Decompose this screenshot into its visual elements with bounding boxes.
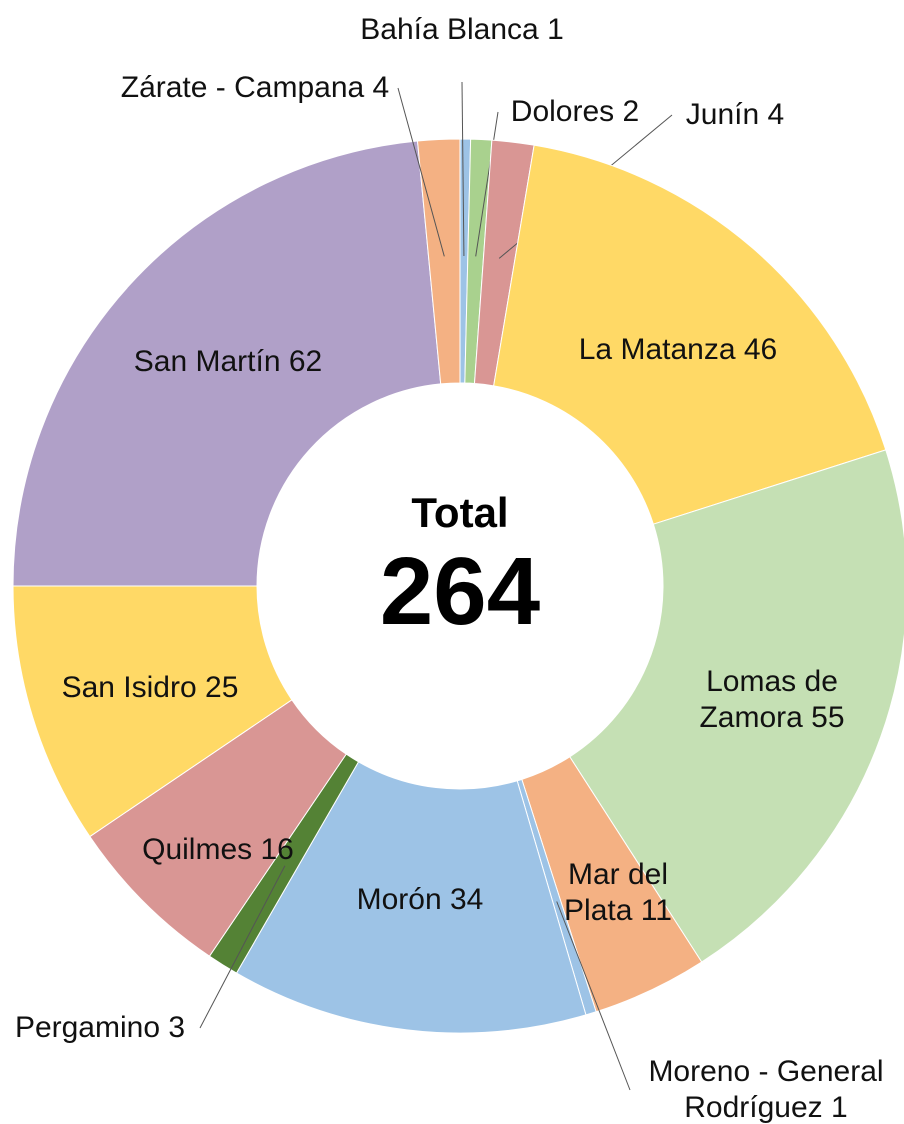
center-total: 264 xyxy=(379,538,541,645)
segment-label: Mar del Plata 11 xyxy=(558,857,678,929)
leader-line xyxy=(556,901,631,1091)
segment-name: San Isidro xyxy=(61,671,197,704)
segment-value: 3 xyxy=(168,1011,186,1044)
segment-value: 1 xyxy=(831,1091,848,1124)
segment-label: Junín 4 xyxy=(655,97,815,133)
segment-value: 62 xyxy=(288,345,323,378)
segment-name: Pergamino xyxy=(14,1011,161,1044)
leader-line xyxy=(461,81,465,257)
segment-label: Moreno - General Rodríguez 1 xyxy=(631,1054,901,1124)
segment-label: La Matanza 46 xyxy=(528,332,828,368)
segment-value: 46 xyxy=(743,333,778,366)
segment-label: San Martín 62 xyxy=(98,344,358,380)
segment-value: 2 xyxy=(622,95,640,128)
segment-label: Bahía Blanca 1 xyxy=(312,12,612,48)
segment-label: Pergamino 3 xyxy=(0,1010,200,1046)
segment-label: Zárate - Campana 4 xyxy=(115,70,395,106)
donut-segment xyxy=(416,138,461,385)
segment-name: Quilmes xyxy=(142,833,253,866)
segment-value: 11 xyxy=(640,894,672,927)
segment-name: La Matanza xyxy=(578,333,736,366)
segment-name: Morón xyxy=(356,883,442,916)
segment-value: 4 xyxy=(372,71,390,104)
segment-value: 16 xyxy=(260,833,294,866)
segment-name: San Martín xyxy=(133,345,281,378)
segment-value: 4 xyxy=(767,98,785,131)
segment-name: Mar del Plata xyxy=(564,858,669,927)
segment-name: Zárate - Campana xyxy=(120,71,365,104)
segment-label: Morón 34 xyxy=(295,882,545,918)
segment-value: 34 xyxy=(450,883,484,916)
segment-value: 25 xyxy=(205,671,239,704)
segment-name: Junín xyxy=(685,98,760,131)
donut-segment xyxy=(235,761,587,1034)
center-label: Total xyxy=(411,489,509,536)
donut-segment xyxy=(493,144,887,525)
donut-segment xyxy=(569,449,904,963)
segment-name: Lomas de Zamora xyxy=(699,665,838,734)
leader-line xyxy=(397,87,445,257)
donut-segment xyxy=(12,140,442,587)
donut-segment xyxy=(12,585,293,838)
segment-name: Bahía Blanca xyxy=(360,13,539,46)
segment-value: 55 xyxy=(811,701,845,734)
segment-value: 1 xyxy=(547,13,564,46)
leader-line xyxy=(199,865,286,1029)
segment-name: Dolores xyxy=(510,95,615,128)
segment-label: Quilmes 16 xyxy=(118,832,318,868)
leader-line xyxy=(475,111,499,257)
segment-label: Dolores 2 xyxy=(475,94,675,130)
segment-name: Moreno - General Rodríguez xyxy=(648,1055,884,1124)
segment-label: San Isidro 25 xyxy=(20,670,280,706)
segment-label: Lomas de Zamora 55 xyxy=(672,664,872,736)
